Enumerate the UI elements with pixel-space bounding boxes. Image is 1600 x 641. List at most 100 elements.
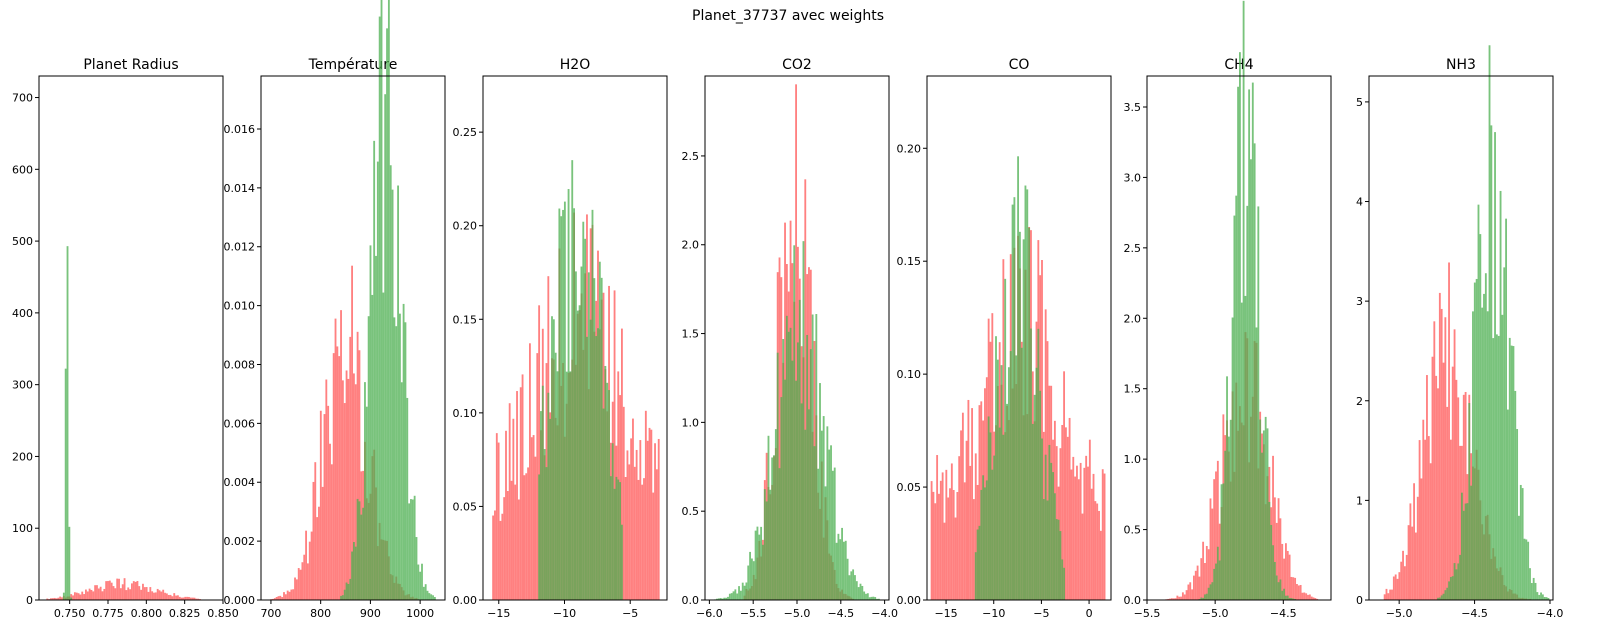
histogram-bar [1437, 388, 1439, 600]
histogram-bar [609, 476, 612, 600]
histogram-bar [565, 371, 568, 600]
histogram-bar [586, 336, 588, 600]
histogram-bar [1213, 568, 1216, 600]
histogram-bar [1200, 558, 1203, 600]
histogram-bar [1427, 436, 1430, 600]
y-tick-label: 0.15 [453, 313, 478, 326]
histogram-bar [824, 486, 827, 600]
y-tick-label: 0.016 [224, 123, 256, 136]
histogram-bar [971, 408, 973, 600]
histogram-bar [608, 390, 610, 600]
histogram-bar [81, 591, 84, 600]
histogram-bar [57, 597, 60, 600]
y-tick-label: 0.014 [224, 182, 256, 195]
histogram-bar [284, 594, 287, 600]
histogram-bar [147, 591, 150, 600]
histogram-bar [433, 597, 436, 600]
histogram-bar [808, 409, 810, 600]
histogram-bar [1473, 282, 1476, 600]
histogram-bar [55, 598, 58, 600]
y-tick-label: 2 [1356, 395, 1363, 408]
histogram-bar [1211, 582, 1214, 600]
histogram-bar [1488, 45, 1491, 600]
histogram-bar [1233, 215, 1236, 600]
histogram-bar [360, 514, 363, 600]
histogram-bar [571, 160, 574, 600]
histogram-bar [1285, 595, 1287, 600]
histogram-bar [778, 257, 781, 600]
histogram-bar [780, 397, 783, 600]
histogram-bar [1440, 595, 1443, 600]
histogram-bar [319, 410, 322, 600]
histogram-bar [378, 16, 381, 601]
histogram-bar [1085, 455, 1088, 600]
histogram-bar [1422, 419, 1425, 600]
histogram-bar [525, 473, 528, 600]
histogram-bar [1387, 593, 1390, 600]
histogram-bar [789, 327, 792, 600]
histogram-bar [184, 596, 187, 600]
histogram-bar [195, 598, 198, 600]
histogram-bar [180, 597, 183, 600]
histogram-bar [822, 416, 825, 600]
histogram-bar [1070, 469, 1073, 600]
histogram-bar [589, 319, 592, 600]
histogram-bar [632, 418, 634, 600]
histogram-bar [353, 542, 355, 600]
histogram-bar [1294, 577, 1297, 600]
histogram-bar [963, 482, 966, 600]
histogram-bar [1266, 428, 1269, 600]
histogram-bar [88, 588, 91, 600]
y-tick-label: 1.0 [1124, 453, 1142, 466]
histogram-bar [364, 382, 366, 600]
histogram-bar [1536, 592, 1539, 600]
histogram-bar [1063, 567, 1065, 600]
histogram-bar [743, 585, 746, 600]
x-tick-label: 0.850 [207, 607, 239, 620]
histogram-bar [1072, 456, 1075, 600]
histogram-bar [389, 165, 392, 600]
histogram-bar [978, 405, 981, 600]
histogram-bar [826, 426, 829, 600]
histogram-bar [299, 569, 302, 600]
histogram-bar [281, 597, 284, 600]
histogram-bar [941, 472, 944, 600]
histogram-bar [1468, 403, 1471, 600]
histogram-bar [1464, 503, 1467, 600]
histogram-bar [340, 595, 342, 600]
y-tick-label: 0.5 [1124, 524, 1142, 537]
histogram-bar [611, 443, 614, 600]
histogram-bar [165, 593, 168, 600]
histogram-bar [930, 481, 933, 600]
histogram-bar [1204, 594, 1206, 600]
histogram-bar [1059, 531, 1062, 600]
histogram-bar [782, 339, 785, 600]
histogram-bar [1383, 594, 1386, 600]
histogram-bar [1307, 594, 1309, 600]
histogram-bar [833, 467, 836, 600]
y-tick-label: 1 [1356, 494, 1363, 507]
histogram-bar [541, 385, 544, 600]
histogram-bar [73, 592, 76, 600]
histogram-bar [956, 492, 959, 600]
histogram-bar [1257, 206, 1260, 600]
histogram-bar [391, 189, 394, 600]
x-tick-label: 0 [1086, 607, 1093, 620]
histogram-bar [947, 497, 950, 600]
histogram-bar [843, 541, 845, 600]
histogram-bar [1495, 334, 1498, 600]
histogram-bar [969, 465, 972, 600]
histogram-bar [1024, 185, 1027, 600]
histogram-bar [876, 598, 878, 600]
histogram-bar [503, 497, 506, 600]
histogram-bar [996, 359, 999, 600]
histogram-bar [749, 551, 751, 600]
histogram-bar [1028, 227, 1031, 600]
histogram-bar [354, 546, 357, 600]
histogram-bar [1017, 156, 1019, 601]
x-tick-label: −4.5 [1270, 607, 1297, 620]
histogram-bar [954, 517, 957, 600]
histogram-bar [751, 558, 753, 600]
histogram-bar [123, 578, 126, 600]
histogram-bar [652, 492, 655, 600]
